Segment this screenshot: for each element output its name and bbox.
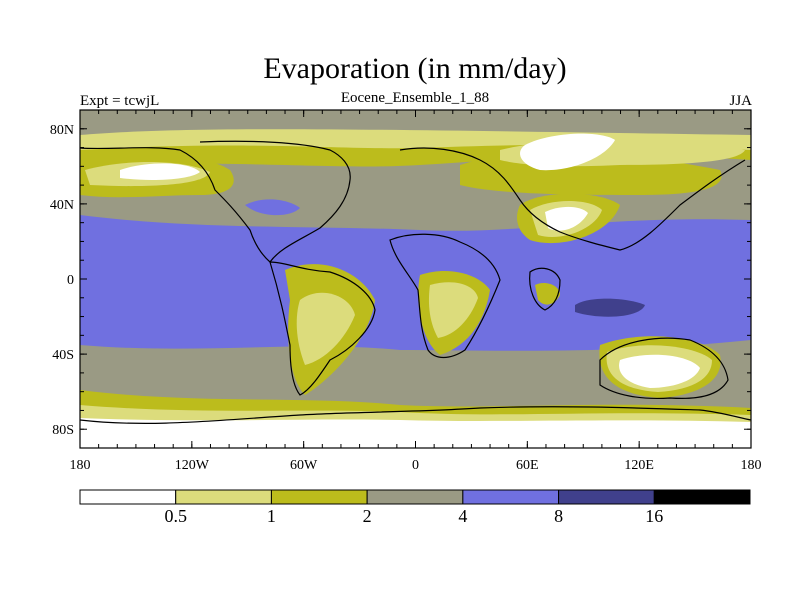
colorbar-swatch xyxy=(175,489,272,505)
lon-tick-label: 120W xyxy=(175,458,210,473)
lon-tick-label: 60E xyxy=(516,458,539,473)
colorbar-swatch xyxy=(462,489,560,505)
colorbar-swatch xyxy=(270,489,368,505)
lat-tick-label: 0 xyxy=(67,273,74,288)
field-blue-pocket-north xyxy=(245,199,300,216)
ensemble-label: Eocene_Ensemble_1_88 xyxy=(340,90,490,106)
field-southern-gray xyxy=(80,340,751,410)
coastline-africa xyxy=(389,233,501,359)
lon-tick-label: 180 xyxy=(70,458,91,473)
field-africa-light xyxy=(428,282,478,338)
colorbar-label: 2 xyxy=(362,506,372,526)
coastline-south-america xyxy=(269,261,376,396)
lon-tick-label: 120E xyxy=(624,458,654,473)
lat-tick-label: 40N xyxy=(50,198,74,213)
contour-fields xyxy=(80,110,751,448)
lon-tick-label: 0 xyxy=(412,458,419,473)
lat-tick-label: 80S xyxy=(52,423,74,438)
lon-tick-label: 60W xyxy=(290,458,318,473)
axis-layer: 80N 40N 0 40S 80S 180 120W 60W 0 60E 120E 180 xyxy=(50,110,762,473)
season-label: JJA xyxy=(729,93,752,109)
field-australia-white xyxy=(619,354,700,388)
colorbar-label: 1 xyxy=(266,506,276,526)
lon-tick-label: 180 xyxy=(741,458,762,473)
field-south-america-light xyxy=(296,292,355,365)
coastline-australia xyxy=(599,337,729,400)
colorbar-swatch xyxy=(558,489,655,505)
coastlines xyxy=(80,140,751,424)
field-asia-white xyxy=(545,206,588,231)
field-antarctic-white xyxy=(80,418,751,448)
field-tropical-blue xyxy=(80,215,751,351)
colorbar-swatch xyxy=(653,489,751,505)
colorbar-label: 0.5 xyxy=(164,506,187,526)
field-north-america-white xyxy=(120,163,200,180)
lat-tick-label: 40S xyxy=(52,348,74,363)
field-southern-light xyxy=(80,405,751,425)
coastline-india xyxy=(529,267,561,311)
coastline-eurasia xyxy=(399,147,746,251)
map-title: Evaporation (in mm/day) xyxy=(263,52,567,85)
colorbar-label: 16 xyxy=(645,506,664,526)
lat-tick-label: 80N xyxy=(50,123,74,138)
field-dark-patch xyxy=(575,298,645,317)
colorbar-swatch xyxy=(79,489,177,505)
field-india-olive xyxy=(535,283,560,305)
experiment-label: Expt = tcwjL xyxy=(80,93,160,109)
colorbar xyxy=(79,489,751,505)
coastline-antarctica xyxy=(80,406,751,424)
colorbar-label: 8 xyxy=(554,506,564,526)
colorbar-label: 4 xyxy=(458,506,468,526)
field-siberia-white xyxy=(520,133,615,171)
colorbar-swatch xyxy=(366,489,464,505)
